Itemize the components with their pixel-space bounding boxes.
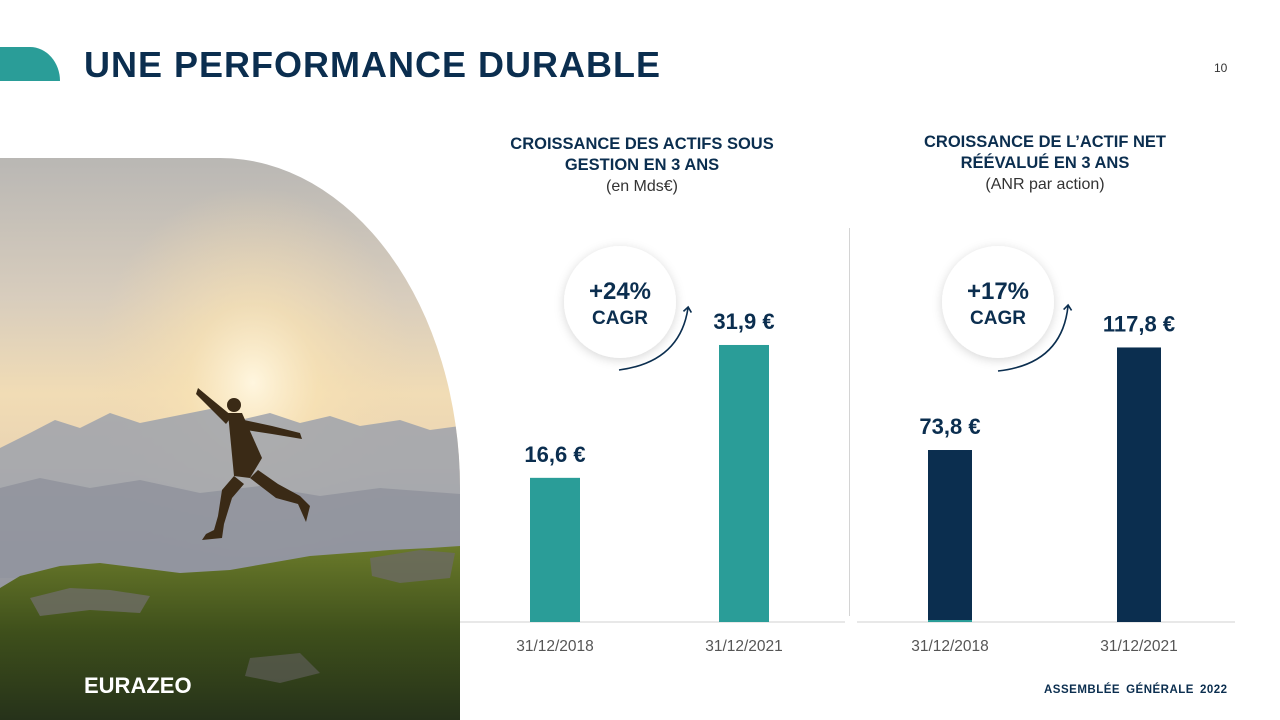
footer-word: ASSEMBLÉE <box>1044 684 1121 696</box>
chart-divider <box>849 228 850 616</box>
chart1-bar <box>719 344 769 622</box>
chart2-cagr-label: CAGR <box>970 308 1026 329</box>
chart2-title-line2: RÉÉVALUÉ EN 3 ANS <box>960 154 1130 172</box>
eurazeo-logo: EURAZEO <box>84 673 192 698</box>
footer-word: GÉNÉRALE <box>1126 684 1194 696</box>
chart2-value-label: 117,8 € <box>1103 311 1175 336</box>
chart2-title-line1: CROISSANCE DE L’ACTIF NET <box>923 133 1166 151</box>
chart2-bar <box>1117 347 1161 622</box>
chart1-value-label: 16,6 € <box>524 442 585 467</box>
hero-photo <box>0 158 460 720</box>
chart1-bar <box>530 477 580 622</box>
chart1-title-line1: CROISSANCE DES ACTIFS SOUS <box>510 135 774 153</box>
chart1-cagr-value: +24% <box>589 278 651 305</box>
chart2-title: CROISSANCE DE L’ACTIF NET RÉÉVALUÉ EN 3 … <box>869 132 1221 195</box>
runner-sunset-illustration <box>0 158 460 720</box>
chart1-tick-label: 31/12/2018 <box>516 638 594 655</box>
chart1-title-line2: GESTION EN 3 ANS <box>564 156 720 174</box>
chart1-growth-arrow <box>618 305 693 371</box>
chart1-tick-label: 31/12/2021 <box>705 638 783 655</box>
page-title: UNE PERFORMANCE DURABLE <box>84 44 662 85</box>
chart2-cagr-value: +17% <box>967 278 1029 305</box>
chart1-title: CROISSANCE DES ACTIFS SOUS GESTION EN 3 … <box>466 134 818 197</box>
chart2-cagr-badge <box>942 246 1054 358</box>
chart2-tick-label: 31/12/2021 <box>1100 638 1178 655</box>
chart1-cagr-badge <box>564 246 676 358</box>
chart1-cagr-label: CAGR <box>592 308 648 329</box>
chart2-tick-label: 31/12/2018 <box>911 638 989 655</box>
chart2-bar <box>928 450 972 622</box>
chart2-growth-arrow <box>997 303 1073 372</box>
footer-event-label: ASSEMBLÉE GÉNÉRALE 2022 <box>1044 684 1228 696</box>
footer-word: 2022 <box>1199 684 1228 696</box>
chart1-subtitle: (en Mds€) <box>605 178 679 195</box>
chart2-bar-accent <box>928 620 972 622</box>
chart2-value-label: 73,8 € <box>919 414 980 439</box>
chart1-value-label: 31,9 € <box>713 309 774 334</box>
page-number: 10 <box>1214 61 1228 75</box>
chart2-subtitle: (ANR par action) <box>985 176 1105 193</box>
